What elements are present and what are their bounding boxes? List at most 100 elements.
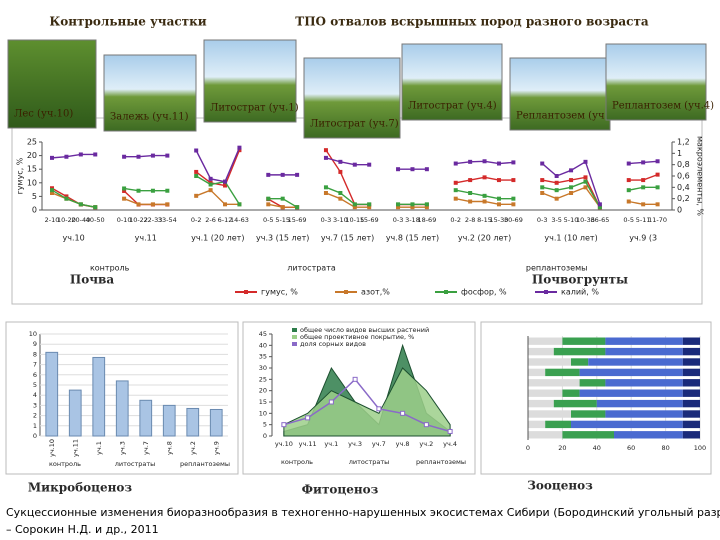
bar-segment [605, 337, 683, 345]
y-tick-label: 3 [33, 401, 37, 409]
point [540, 191, 545, 195]
point [122, 188, 127, 193]
point [496, 196, 501, 201]
x-tick-label: 30-69 [504, 216, 523, 224]
point [338, 196, 343, 201]
point [338, 191, 343, 195]
point [208, 176, 213, 181]
bar-segment [528, 410, 571, 418]
bar-segment [562, 389, 580, 397]
section-label: Зооценоз [527, 479, 593, 493]
bar-segment [579, 379, 606, 387]
group-label: уч.7 (15 лет) [321, 234, 374, 243]
point [396, 205, 401, 210]
point [396, 202, 401, 207]
x-tick-label: 40 [593, 444, 601, 452]
y-tick-label: 10 [259, 409, 267, 417]
point [280, 172, 285, 177]
type-label: контроль [90, 264, 130, 273]
point [122, 154, 127, 159]
point [295, 172, 300, 177]
soil-panel [11, 117, 703, 305]
point [655, 185, 660, 190]
point [266, 202, 271, 207]
bar-segment [588, 358, 683, 366]
legend-label: общее проективное покрытие, % [300, 333, 414, 341]
point [400, 410, 406, 416]
type-label: реплантоземы [526, 264, 588, 273]
legend-swatch [292, 328, 297, 332]
point [50, 155, 54, 160]
bar-segment [545, 420, 571, 429]
bar-segment [614, 431, 683, 439]
point [78, 202, 83, 207]
bar-segment [596, 399, 683, 408]
point [626, 188, 631, 193]
bar-segment [682, 358, 700, 366]
group-label: уч.2 (20 лет) [458, 234, 511, 243]
point [626, 178, 631, 183]
bar-segment [682, 410, 700, 418]
photo [303, 57, 401, 139]
bar [162, 404, 176, 437]
bar-segment [528, 347, 554, 356]
bar [68, 389, 82, 437]
bar-segment [528, 420, 546, 429]
group-label: контроль [281, 458, 313, 466]
point [194, 193, 199, 198]
group-label: уч.3 (15 лет) [256, 234, 309, 243]
legend-label: гумус, % [261, 288, 298, 297]
bar [209, 408, 223, 437]
point [468, 191, 473, 195]
x-tick-label: 15-30 [490, 216, 509, 224]
legend-marker [244, 290, 248, 294]
point [569, 178, 574, 183]
zoo-panel [480, 321, 712, 475]
x-tick-label: 3-10 [333, 216, 348, 224]
bar-segment [571, 358, 589, 366]
series-line [195, 147, 241, 183]
legend-swatch [292, 335, 297, 339]
x-tick-label: 15-69 [360, 216, 379, 224]
point [626, 161, 631, 166]
point [295, 205, 300, 210]
x-tick-label: 0-3 [393, 216, 404, 224]
point [423, 422, 429, 428]
x-tick-label: уч.1 [95, 441, 103, 455]
point [511, 160, 516, 165]
series-line [283, 378, 451, 433]
x-tick-label: 0-5 [263, 216, 274, 224]
point [583, 159, 588, 164]
point [641, 185, 646, 190]
series-line [124, 154, 168, 158]
x-tick-label: 3-18 [405, 216, 420, 224]
point [150, 202, 155, 207]
x-tick-label: 20 [558, 444, 566, 452]
x-tick-label: 5-11 [636, 216, 651, 224]
x-tick-label: 10-15 [345, 216, 364, 224]
x-tick-label: 5-10 [564, 216, 579, 224]
x-tick-label: 80 [661, 444, 669, 452]
point [194, 174, 199, 178]
bar-segment [528, 399, 554, 408]
group-label: уч.9 (3 [629, 234, 657, 243]
point [511, 196, 516, 201]
x-tick-label: уч.3 [118, 441, 126, 455]
photo-label: Реплантозем (уч.2) [516, 111, 618, 122]
x-tick-label: уч.4 [443, 440, 457, 448]
point [64, 154, 69, 159]
bar [45, 351, 59, 437]
point [50, 191, 54, 195]
point [367, 162, 372, 167]
bar-segment [682, 379, 700, 387]
x-tick-label: уч.3 [348, 440, 362, 448]
bar [186, 407, 200, 437]
point [93, 152, 98, 157]
point [50, 188, 54, 193]
point [323, 148, 328, 153]
y-tick-label: 45 [259, 330, 267, 338]
series-line [325, 157, 370, 166]
bar [92, 356, 106, 437]
point [424, 167, 429, 172]
